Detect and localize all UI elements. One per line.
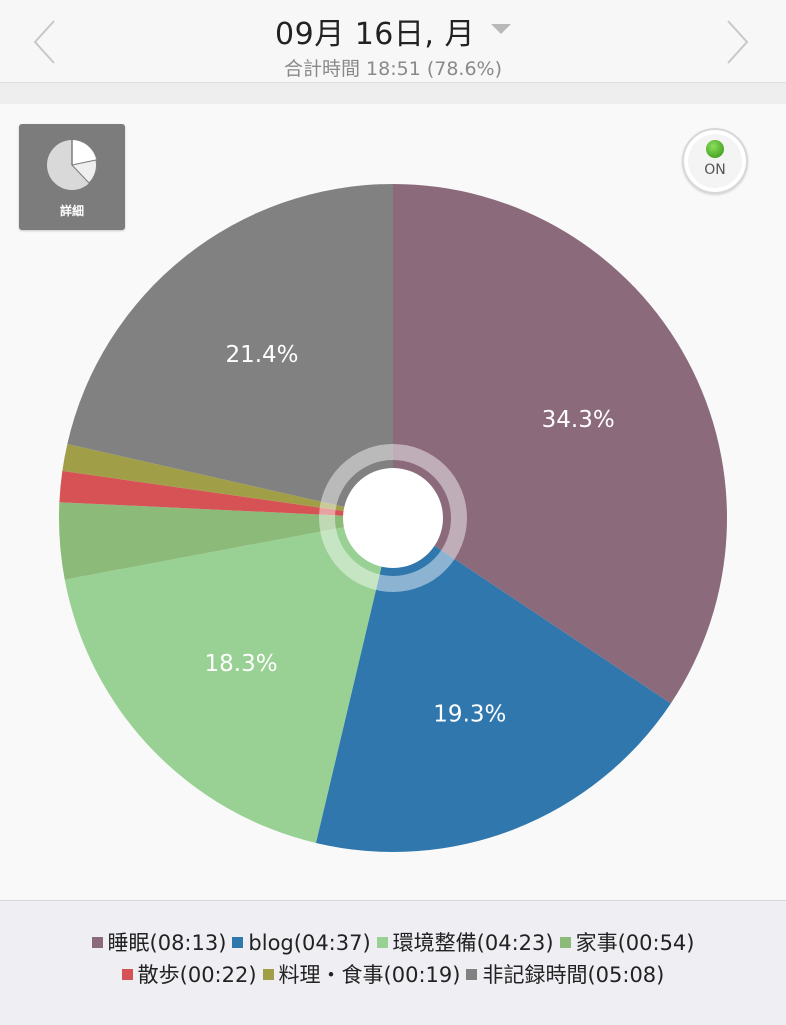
date-title-text: 09月 16日, 月 [275,17,475,52]
legend-item: 非記録時間(05:08) [466,959,664,989]
caret-down-icon[interactable] [490,24,511,34]
detail-label: 詳細 [59,204,84,218]
legend-label: 家事(00:54) [575,931,695,955]
slice-percent-label: 21.4% [225,342,298,368]
center-ring [319,444,467,592]
pie-slice[interactable] [67,183,393,518]
legend-label: 料理・食事(00:19) [278,963,461,987]
legend-row-2: 散歩(00:22) 料理・食事(00:19) 非記録時間(05:08) [0,959,786,989]
slice-percent-label: 19.3% [433,701,506,727]
legend-item: 家事(00:54) [559,927,695,957]
pie-slice[interactable] [62,443,393,518]
legend-label: 環境整備(04:23) [392,931,554,955]
legend-swatch [121,969,133,980]
status-led-icon [706,140,724,158]
pie-slice[interactable] [64,518,393,843]
slice-percent-label: 34.3% [542,407,615,433]
legend-item: 料理・食事(00:19) [262,959,461,989]
legend-swatch [91,937,103,948]
legend-item: blog(04:37) [232,931,371,955]
chart-legend: 睡眠(08:13) blog(04:37) 環境整備(04:23) 家事(00:54)… [0,900,786,1025]
legend-item: 環境整備(04:23) [376,927,554,957]
pie-slice[interactable] [59,470,394,518]
legend-label: 非記録時間(05:08) [482,963,665,987]
chevron-left-icon [33,20,55,64]
pie-slice[interactable] [315,518,671,852]
previous-day-button[interactable] [30,18,60,66]
legend-swatch [376,937,388,948]
header-separator-band [0,83,786,104]
pie-chart: 34.3% 19.3% 18.3% 21.4% [58,183,728,852]
legend-swatch [232,937,244,948]
chevron-right-icon [727,20,749,64]
legend-label: 睡眠(08:13) [107,931,227,955]
total-time-summary: 合計時間 18:51 (78.6%) [283,58,503,80]
pie-chart-icon [47,140,97,190]
next-day-button[interactable] [722,18,752,66]
pie-slice[interactable] [393,184,728,704]
pie-slice[interactable] [58,502,393,580]
legend-item: 睡眠(08:13) [91,927,227,957]
legend-label: blog(04:37) [248,931,371,955]
legend-swatch [559,937,571,948]
detail-button[interactable]: 詳細 [19,124,125,230]
toggle-label: ON [704,162,726,178]
legend-label: 散歩(00:22) [137,963,257,987]
on-toggle-button[interactable]: ON [682,128,748,194]
legend-row-1: 睡眠(08:13) blog(04:37) 環境整備(04:23) 家事(00:54) [0,927,786,957]
legend-swatch [466,969,478,980]
legend-swatch [262,969,274,980]
date-header: 09月 16日, 月 合計時間 18:51 (78.6%) [0,0,786,83]
date-title[interactable]: 09月 16日, 月 [0,9,786,53]
pie-slices [58,183,728,852]
slice-percent-label: 18.3% [205,651,278,677]
center-hole [343,468,443,568]
legend-item: 散歩(00:22) [121,959,257,989]
pie-labels: 34.3% 19.3% 18.3% 21.4% [205,342,615,728]
